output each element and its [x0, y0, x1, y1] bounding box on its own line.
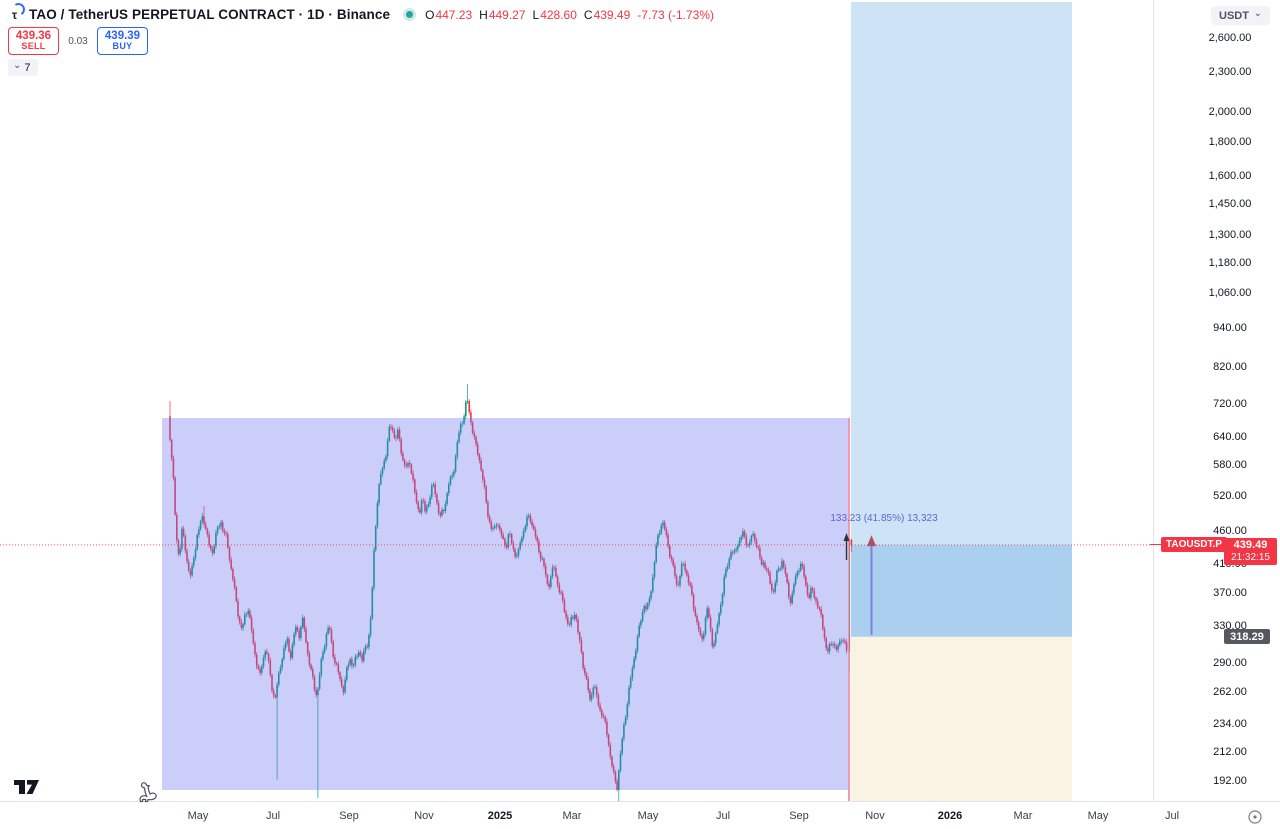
chevron-down-icon: ⌄ — [13, 59, 22, 71]
ohlc-values: O447.23 H449.27 L428.60 C439.49 -7.73 (-… — [425, 7, 714, 22]
drawings-count: 7 — [24, 61, 31, 74]
last-price-value: 439.49 — [1233, 538, 1268, 551]
price-tick: 1,180.00 — [1208, 256, 1252, 269]
price-tick: 2,600.00 — [1208, 31, 1252, 44]
entry-price-label[interactable]: 318.29 — [1224, 629, 1270, 645]
price-tick: 234.00 — [1213, 718, 1247, 731]
market-open-dot-icon — [406, 11, 414, 18]
price-line-connector — [1150, 544, 1161, 546]
projection-loss-zone[interactable] — [851, 636, 1072, 801]
price-change: -7.73 (-1.73%) — [637, 7, 714, 22]
symbol-logo-icon: τ — [6, 1, 27, 23]
time-tick: Mar — [562, 810, 582, 822]
time-tick: Mar — [1013, 810, 1033, 822]
price-tick: 2,300.00 — [1208, 66, 1252, 79]
time-tick: Nov — [865, 810, 885, 822]
price-tick: 580.00 — [1213, 459, 1247, 472]
symbol-title[interactable]: TAO / TetherUS PERPETUAL CONTRACT · 1D ·… — [29, 7, 391, 22]
tradingview-logo[interactable] — [13, 778, 40, 796]
chart-legend: τ TAO / TetherUS PERPETUAL CONTRACT · 1D… — [6, 1, 714, 23]
spread-value: 0.03 — [68, 35, 88, 47]
time-axis[interactable]: May Jul Sep Nov 2025 Mar May Jul Sep Nov 2026 Mar Ma… — [0, 801, 1280, 829]
drawings-count-badge[interactable]: ⌄ 7 — [8, 59, 38, 76]
price-tick: 290.00 — [1213, 656, 1247, 669]
order-panel: 439.36 SELL 0.03 439.39 BUY — [8, 27, 148, 55]
currency-unit-button[interactable]: USDT ⌄ — [1211, 6, 1270, 25]
price-tick: 370.00 — [1213, 587, 1247, 600]
price-tick: 1,300.00 — [1208, 229, 1252, 242]
price-tick: 192.00 — [1213, 774, 1247, 787]
price-tick: 262.00 — [1213, 685, 1247, 698]
chevron-down-icon: ⌄ — [1253, 8, 1262, 18]
time-tick: May — [637, 810, 659, 822]
price-tick: 460.00 — [1213, 525, 1247, 538]
price-tick: 640.00 — [1213, 431, 1247, 444]
price-tick: 940.00 — [1213, 321, 1247, 334]
projection-realized-zone[interactable] — [851, 544, 1072, 637]
price-range-measurement-label[interactable]: 133.23 (41.85%) 13,323 — [830, 513, 938, 524]
price-tick: 820.00 — [1213, 360, 1247, 373]
time-tick: May — [1087, 810, 1109, 822]
time-tick: May — [187, 810, 209, 822]
price-tick: 1,450.00 — [1208, 198, 1252, 210]
price-tick: 1,060.00 — [1208, 287, 1252, 300]
time-tick: Jul — [1164, 810, 1180, 822]
time-tick: Sep — [789, 810, 809, 822]
time-tick: Sep — [339, 810, 359, 822]
price-tick: 330.00 — [1213, 620, 1247, 633]
price-tick: 1,600.00 — [1208, 169, 1252, 182]
time-tick: Jul — [265, 810, 281, 822]
time-tick: 2026 — [937, 810, 963, 822]
price-axis[interactable]: USDT ⌄ 2,600.00 2,300.00 2,000.00 1,800.00 1… — [1153, 0, 1280, 801]
date-range-box[interactable] — [162, 418, 848, 790]
projection-profit-zone[interactable] — [851, 2, 1072, 545]
price-tick: 720.00 — [1213, 397, 1247, 410]
cursor-arrowhead — [843, 533, 850, 541]
bar-countdown: 21:32:15 — [1231, 551, 1270, 563]
price-tick: 520.00 — [1213, 490, 1247, 503]
time-tick: Jul — [715, 810, 731, 822]
chart-pane[interactable] — [0, 0, 1152, 801]
buy-button[interactable]: 439.39 BUY — [97, 27, 148, 55]
reset-scale-icon[interactable] — [1247, 809, 1263, 825]
time-tick: 2025 — [487, 810, 513, 822]
dino-cursor-icon — [139, 782, 157, 803]
price-range-arrowhead — [867, 535, 876, 547]
ticker-price-tag: TAOUSDT.P — [1161, 537, 1227, 553]
time-tick: Nov — [414, 810, 434, 822]
price-tick: 1,800.00 — [1208, 136, 1252, 149]
sell-button[interactable]: 439.36 SELL — [8, 27, 59, 55]
price-tick: 212.00 — [1213, 746, 1247, 759]
price-tick: 2,000.00 — [1208, 106, 1252, 119]
last-price-label[interactable]: 439.49 21:32:15 — [1224, 537, 1277, 565]
